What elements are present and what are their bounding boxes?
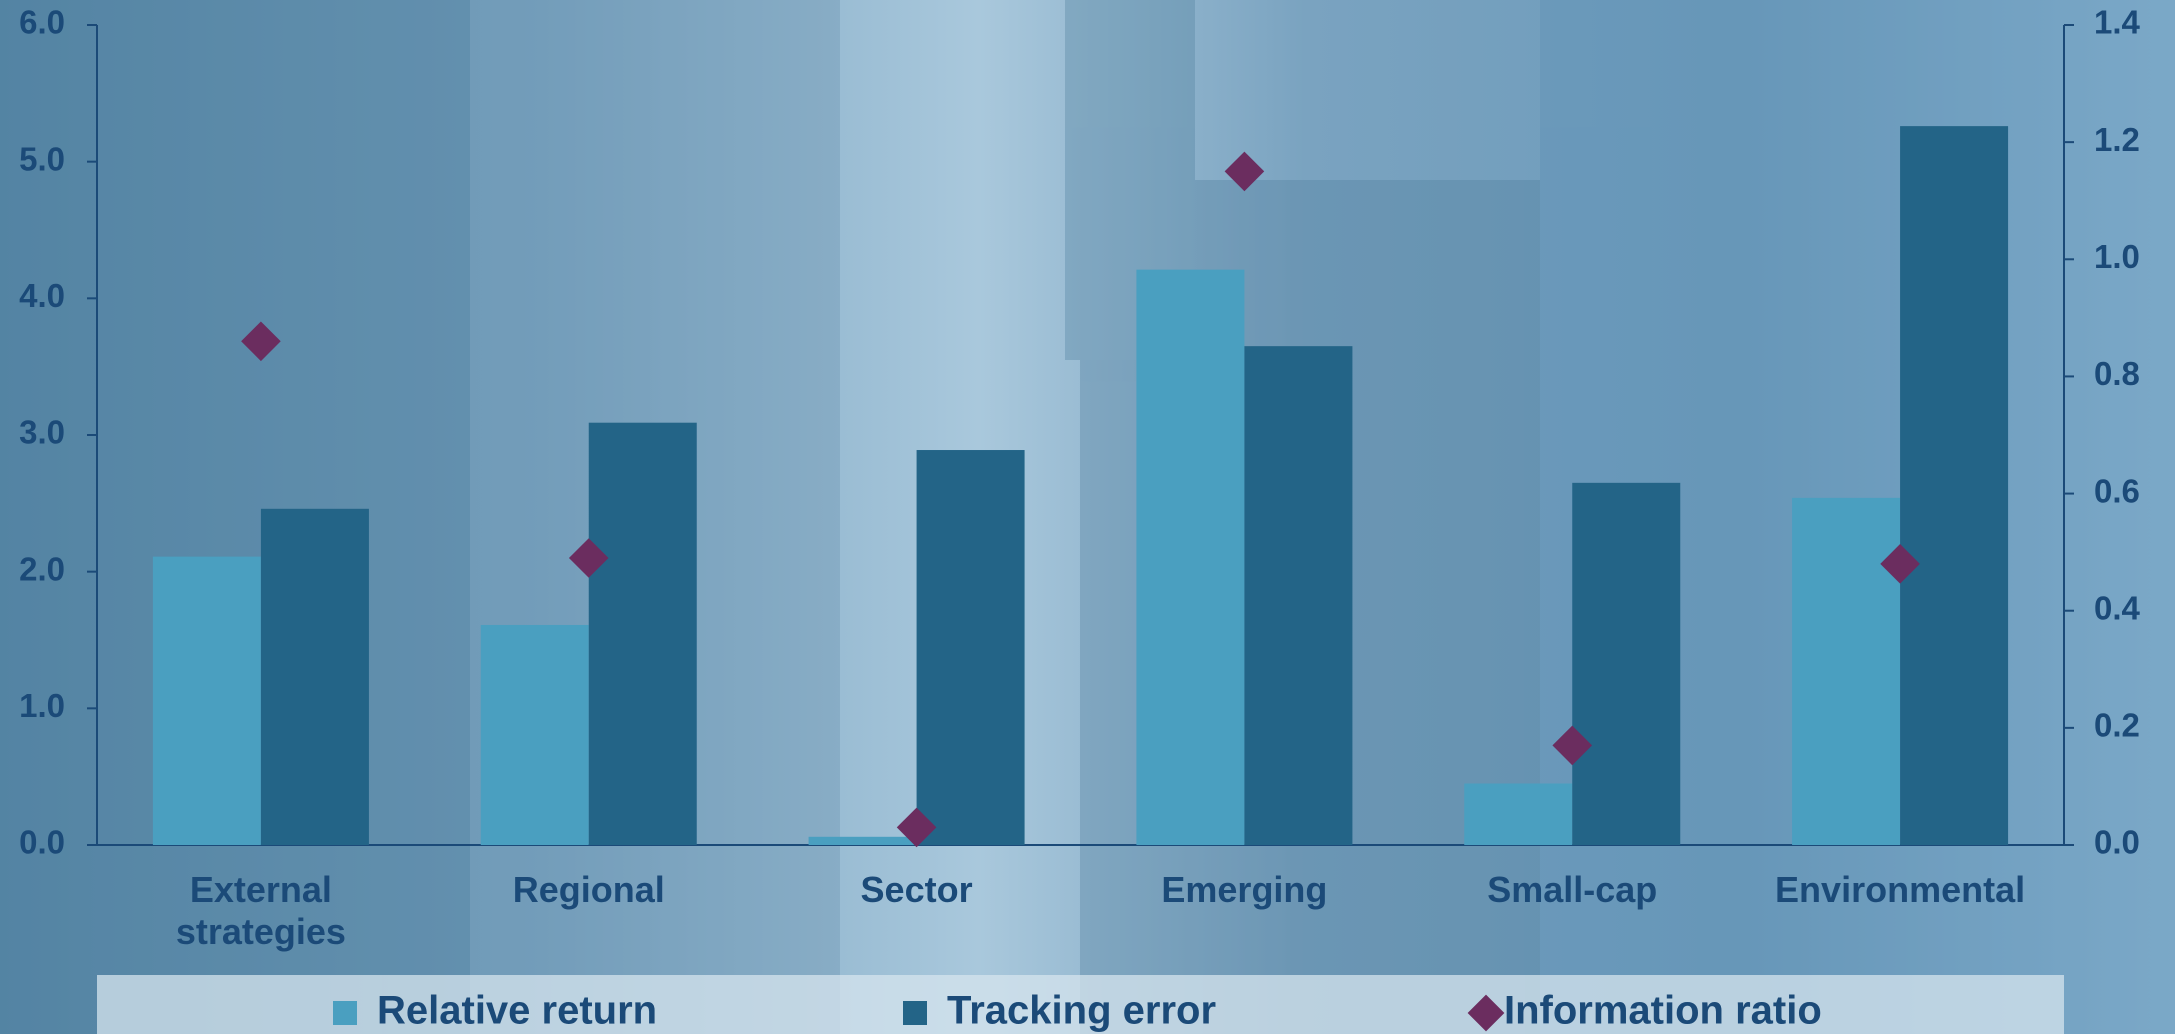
bar [589,423,697,845]
bar [1792,498,1900,845]
x-tick-label: Emerging [1089,869,1399,911]
y2-tick-label: 0.8 [2094,355,2140,392]
y2-tick-label: 0.6 [2094,472,2140,509]
x-tick-label: External strategies [106,869,416,953]
bar [153,557,261,845]
x-tick-label: Regional [434,869,744,911]
bar [1244,346,1352,845]
legend-marker [333,1001,357,1025]
y-tick-label: 1.0 [19,687,65,724]
y-tick-label: 3.0 [19,414,65,451]
x-tick-label: Environmental [1745,869,2055,911]
bar [1136,270,1244,845]
x-tick-label: Sector [762,869,1072,911]
y-tick-label: 6.0 [19,4,65,41]
bar [1464,784,1572,846]
legend-marker [903,1001,927,1025]
y2-tick-label: 0.0 [2094,824,2140,861]
y2-tick-label: 1.2 [2094,121,2140,158]
bar [1900,126,2008,845]
legend-label: Information ratio [1504,989,1822,1033]
bar [261,509,369,845]
y-tick-label: 2.0 [19,550,65,587]
bar [481,625,589,845]
y2-tick-label: 0.4 [2094,589,2141,626]
y2-tick-label: 1.4 [2094,4,2141,41]
x-tick-label: Small-cap [1417,869,1727,911]
legend-label: Tracking error [947,989,1216,1033]
bar [917,450,1025,845]
y2-tick-label: 1.0 [2094,238,2140,275]
y-tick-label: 5.0 [19,140,65,177]
bar [1572,483,1680,845]
chart-area: 0.0 1.0 2.0 3.0 4.0 5.0 6.0 0.0 0.2 0.4 0.6 0.8 1.0 1… [0,0,2175,1034]
y2-tick-label: 0.2 [2094,707,2140,744]
bar [809,837,917,845]
y-tick-label: 4.0 [19,277,65,314]
legend-label: Relative return [377,989,657,1033]
y-tick-label: 0.0 [19,824,65,861]
